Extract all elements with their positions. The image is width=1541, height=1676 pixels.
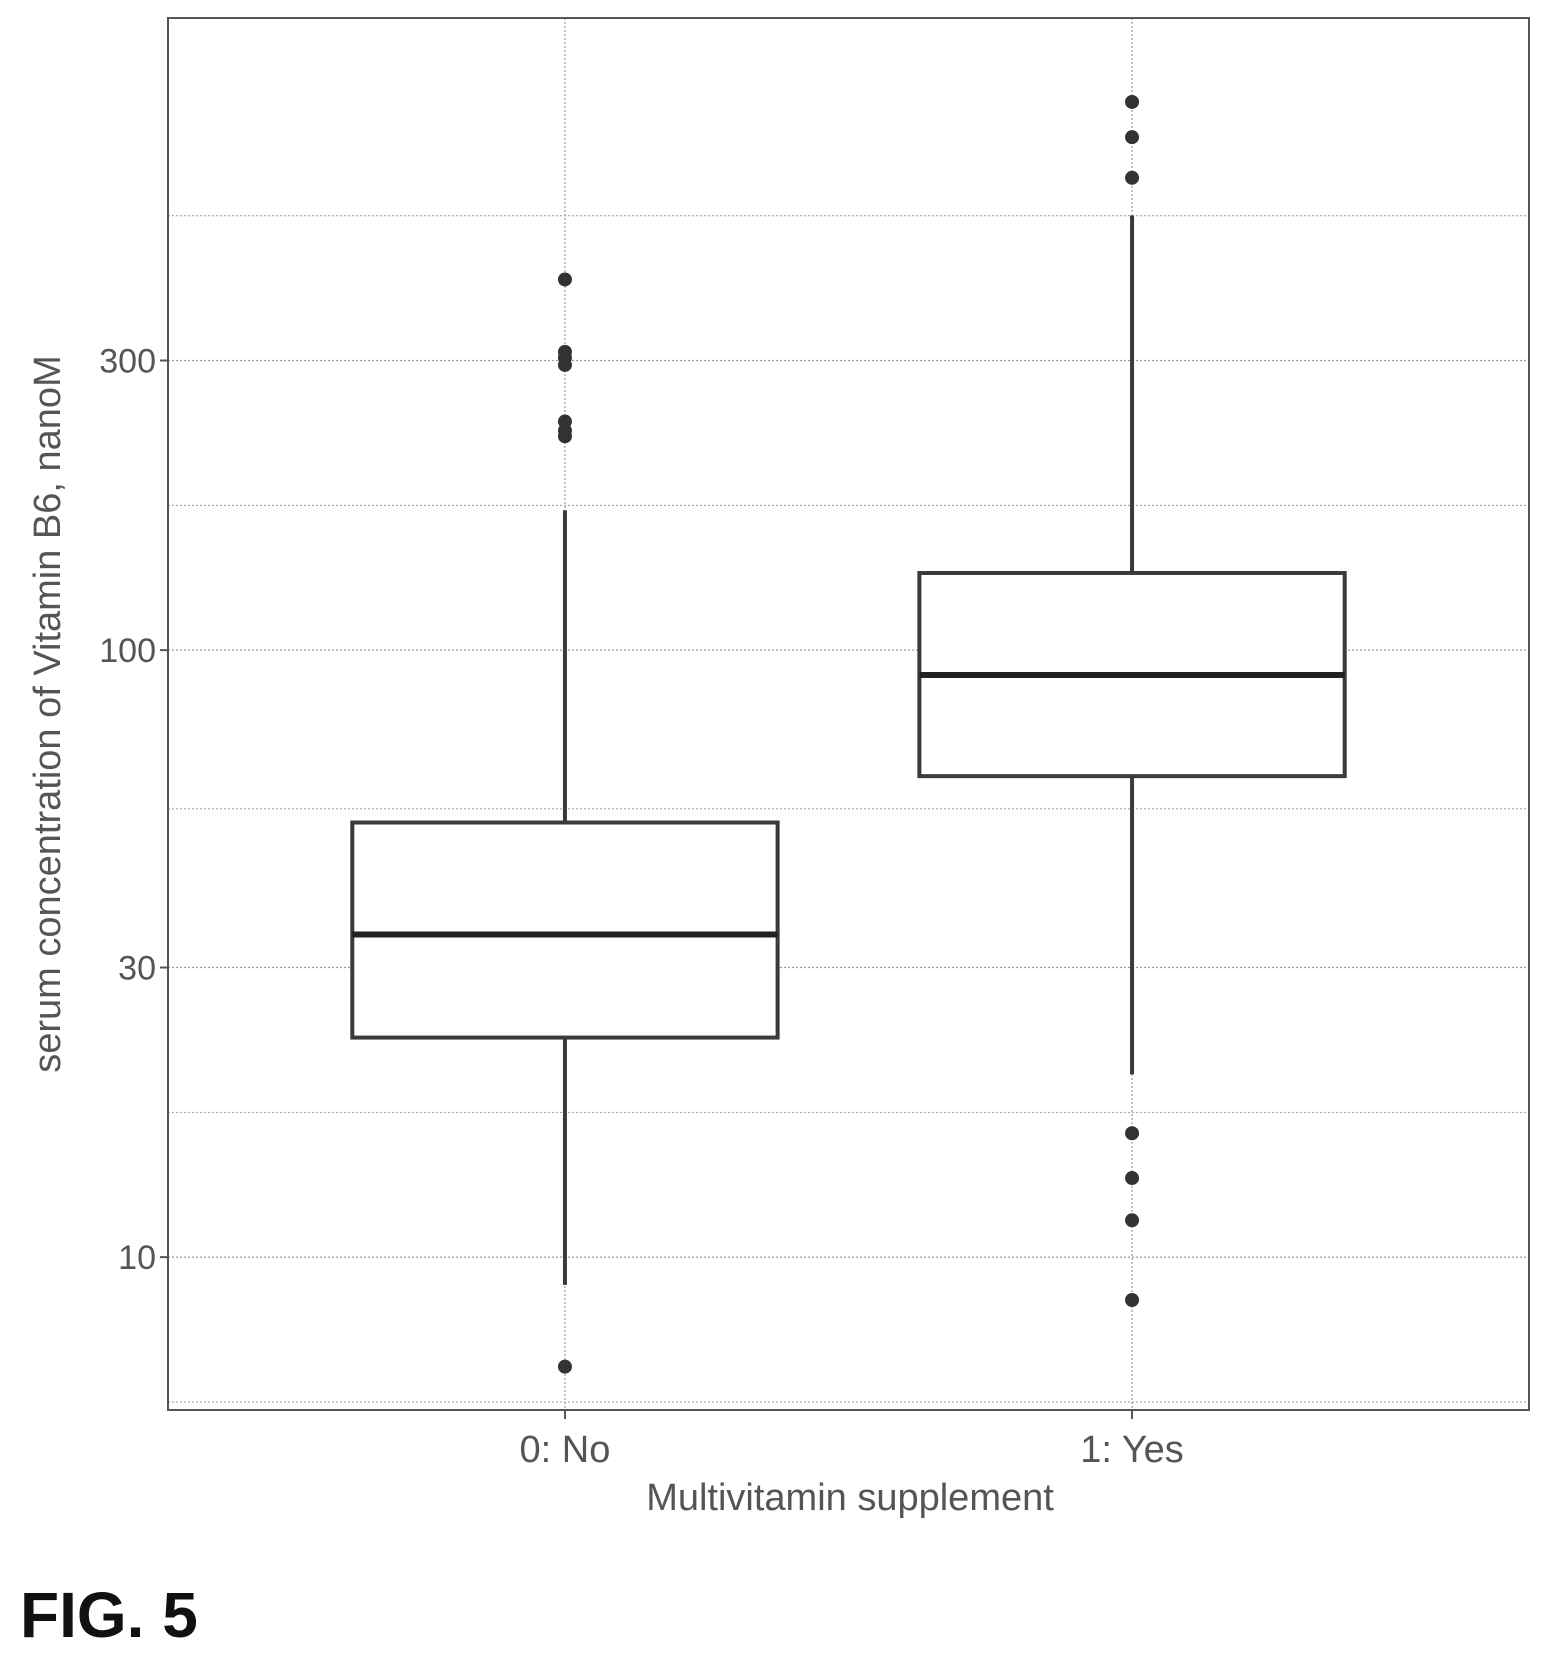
- panel-border: [167, 17, 1530, 1411]
- figure-label: FIG. 5: [20, 1579, 198, 1651]
- outlier-point: [1125, 94, 1140, 109]
- y-axis: 10 30 100 300: [99, 343, 168, 1277]
- x-tick-label: 0: No: [520, 1429, 611, 1471]
- y-tick-label: 100: [99, 632, 156, 670]
- box-group-1: [917, 94, 1347, 1307]
- y-tick-label: 10: [118, 1239, 156, 1277]
- outlier-point: [1125, 1126, 1140, 1141]
- x-axis-title: Multivitamin supplement: [646, 1477, 1054, 1519]
- outlier-point: [557, 272, 572, 287]
- minor-gridlines: [168, 215, 1529, 1403]
- iqr-box: [350, 820, 780, 1040]
- outlier-point: [1125, 170, 1140, 185]
- outlier-point: [1125, 1213, 1140, 1228]
- outlier-point: [1125, 130, 1140, 145]
- y-tick-label: 30: [118, 950, 156, 988]
- x-tick-label: 1: Yes: [1080, 1429, 1184, 1471]
- outlier-point: [557, 1359, 572, 1374]
- box-group-0: [350, 272, 780, 1374]
- outlier-point: [557, 414, 572, 429]
- x-axis: 0: No 1: Yes: [520, 1410, 1184, 1471]
- y-tick-label: 300: [99, 343, 156, 381]
- outlier-point: [1125, 1171, 1140, 1186]
- boxes-layer: [350, 94, 1347, 1374]
- y-axis-title: serum concentration of Vitamin B6, nanoM: [27, 355, 69, 1072]
- outlier-point: [1125, 1292, 1140, 1307]
- outlier-point: [557, 344, 572, 359]
